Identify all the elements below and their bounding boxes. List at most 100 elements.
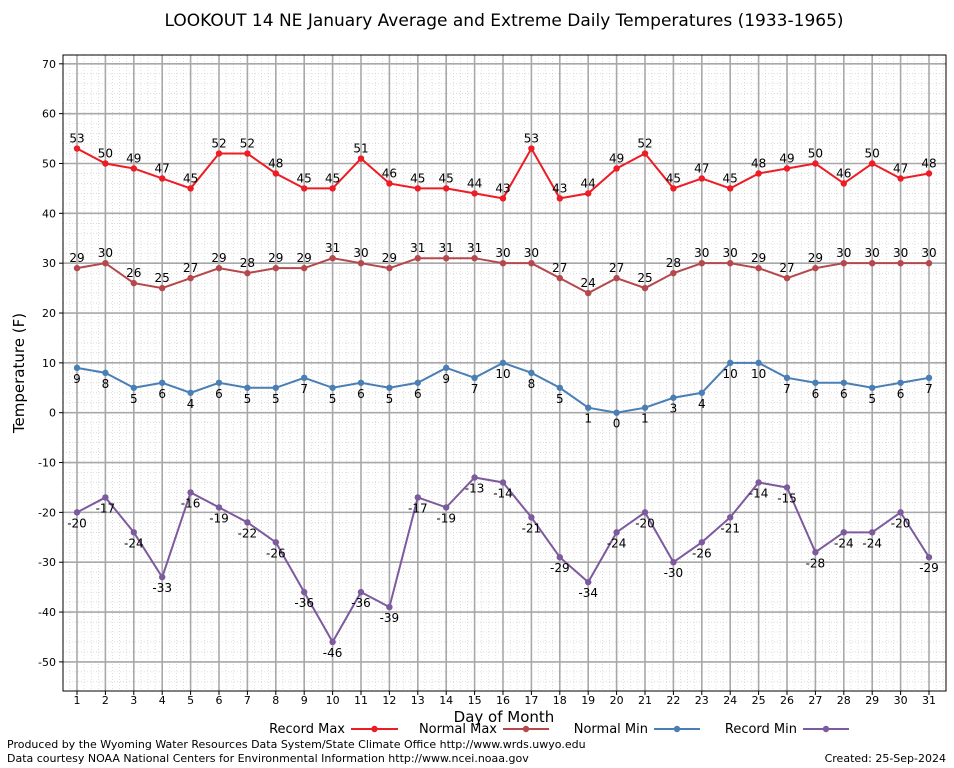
point-normal-max [357,259,365,267]
data-label-record-max: 50 [865,147,880,161]
data-label-normal-min: 5 [244,392,252,406]
footer-data-courtesy: Data courtesy NOAA National Centers for … [7,752,529,765]
data-label-record-max: 52 [211,137,226,151]
point-record-min [613,529,620,536]
point-normal-min [73,364,81,372]
data-label-record-max: 45 [723,171,738,185]
data-label-record-min: -26 [266,546,286,560]
point-normal-min [130,384,137,391]
x-tick-label: 29 [865,694,879,707]
data-label-record-min: -29 [550,561,570,575]
x-tick-label: 19 [581,694,595,707]
point-record-min [443,504,450,511]
data-label-normal-min: 10 [751,367,766,381]
data-label-record-min: -24 [607,536,627,550]
x-tick-label: 22 [666,694,680,707]
point-normal-min [357,379,365,386]
data-label-record-min: -21 [720,521,740,535]
x-tick-label: 6 [216,694,223,707]
data-label-normal-min: 3 [670,402,678,416]
data-label-record-min: -22 [238,526,258,540]
data-label-normal-min: 7 [300,382,308,396]
point-record-max [329,185,336,192]
data-label-record-max: 45 [325,171,340,185]
data-label-normal-min: 5 [868,392,876,406]
y-tick-label: -40 [38,606,56,619]
point-record-min [727,514,734,521]
x-tick-label: 18 [553,694,567,707]
point-normal-min [187,389,194,396]
point-normal-min [329,384,336,391]
point-record-max [471,190,478,197]
data-label-record-max: 45 [666,171,681,185]
legend: Record Max Normal Max Normal Min Record Min [269,722,849,736]
point-normal-min [840,379,847,386]
point-normal-min [925,374,933,382]
point-normal-max [897,259,904,267]
point-normal-max [73,264,81,272]
x-tick-label: 7 [244,694,251,707]
series-record-min: -20-17-24-33-16-19-22-26-36-46-36-39-17-… [67,474,939,660]
data-label-normal-max: 30 [495,246,510,260]
legend-marker-normal-max [522,725,530,733]
data-label-record-max: 49 [779,151,794,165]
point-normal-max [130,279,137,287]
data-label-normal-max: 28 [666,256,681,270]
temperature-chart: LOOKOUT 14 NE January Average and Extrem… [10,11,947,736]
point-record-max [272,170,279,177]
data-label-normal-max: 30 [865,246,880,260]
data-label-record-min: -19 [436,511,456,525]
data-label-normal-min: 4 [698,397,706,411]
grid [63,55,946,691]
point-record-min [130,529,137,536]
data-label-normal-max: 31 [325,241,340,255]
data-label-record-min: -24 [834,536,854,550]
point-record-max [130,165,137,172]
point-normal-max [783,274,791,282]
data-label-record-min: -33 [152,581,172,595]
point-normal-max [698,259,705,267]
point-record-max [670,185,677,192]
data-label-record-max: 46 [836,166,851,180]
point-normal-max [585,289,592,297]
data-label-record-max: 44 [581,176,596,190]
point-record-min [528,514,535,521]
data-label-normal-max: 24 [581,276,596,290]
x-tick-label: 14 [439,694,453,707]
x-tick-label: 3 [130,694,137,707]
data-label-normal-min: 7 [925,382,933,396]
point-record-min [244,519,251,526]
point-record-min [499,479,507,486]
point-normal-min [727,359,734,367]
point-record-max [215,150,223,157]
point-normal-min [244,384,251,391]
data-label-normal-max: 30 [694,246,709,260]
data-label-normal-min: 5 [272,392,280,406]
data-label-record-max: 44 [467,176,482,190]
x-tick-label: 31 [922,694,936,707]
data-label-record-max: 51 [353,142,368,156]
data-label-record-min: -20 [635,516,655,530]
data-label-normal-min: 9 [73,372,81,386]
point-normal-min [102,369,109,377]
point-normal-max [102,259,109,267]
point-normal-max [528,259,535,267]
point-record-max [925,170,933,177]
x-tick-label: 16 [496,694,510,707]
point-normal-max [272,264,279,272]
data-label-record-min: -20 [891,516,911,530]
data-label-record-min: -46 [323,646,343,660]
point-normal-min [613,409,620,416]
point-normal-max [925,259,933,267]
point-record-max [357,155,365,162]
data-label-normal-max: 30 [723,246,738,260]
data-label-normal-min: 8 [528,377,536,391]
data-label-normal-min: 8 [102,377,110,391]
point-normal-min [812,379,819,386]
footer-produced-by: Produced by the Wyoming Water Resources … [7,738,586,751]
point-record-min [812,549,819,556]
point-normal-max [329,254,336,262]
data-label-normal-max: 27 [552,261,567,275]
